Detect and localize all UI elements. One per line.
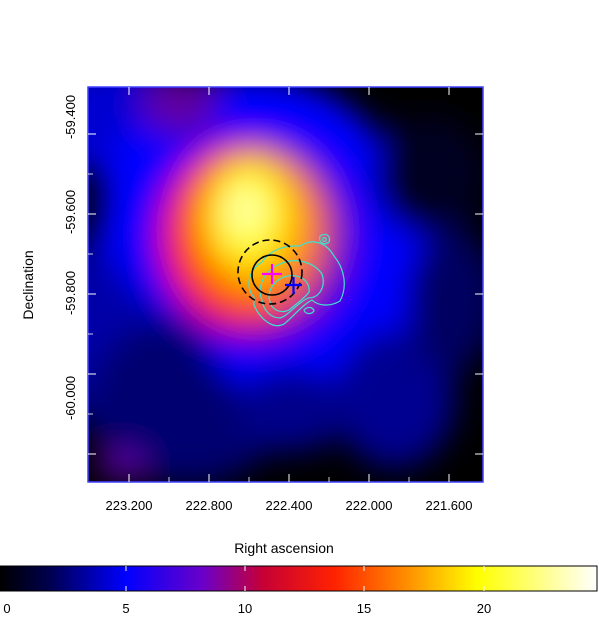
colorbar-tick-labels: 0 5 10 15 20 [3, 601, 491, 616]
colorbar-tick-label: 5 [122, 601, 129, 616]
y-axis-ticks [88, 133, 483, 455]
contours [248, 233, 345, 327]
x-tick-label: 221.600 [426, 498, 473, 513]
minor-ticks [88, 173, 410, 482]
solid-circle [251, 254, 293, 296]
y-axis-label: Declination [20, 250, 36, 319]
colorbar-tick-label: 0 [3, 601, 10, 616]
x-axis-tick-labels: 223.200 222.800 222.400 222.000 221.600 [106, 498, 473, 513]
colorbar-tick-label: 10 [238, 601, 252, 616]
magenta-cross-marker [262, 264, 282, 284]
dashed-circle [237, 239, 303, 305]
colorbar-tick-marks [125, 566, 485, 591]
y-tick-label: -59.800 [63, 271, 78, 315]
x-tick-label: 222.000 [346, 498, 393, 513]
x-axis-ticks [128, 87, 450, 482]
colorbar-tick-label: 15 [357, 601, 371, 616]
heatmap [88, 87, 483, 482]
x-tick-label: 222.800 [186, 498, 233, 513]
y-tick-label: -59.600 [63, 190, 78, 234]
y-tick-label: -60.000 [63, 376, 78, 420]
y-axis-tick-labels: -59.400 -59.600 -59.800 -60.000 [63, 95, 78, 420]
y-tick-label: -59.400 [63, 95, 78, 139]
x-tick-label: 222.400 [266, 498, 313, 513]
colorbar [0, 565, 598, 592]
map-frame [87, 86, 484, 483]
blue-cross-marker [285, 277, 302, 294]
colorbar-tick-label: 20 [477, 601, 491, 616]
x-tick-label: 223.200 [106, 498, 153, 513]
x-axis-label: Right ascension [234, 540, 334, 556]
